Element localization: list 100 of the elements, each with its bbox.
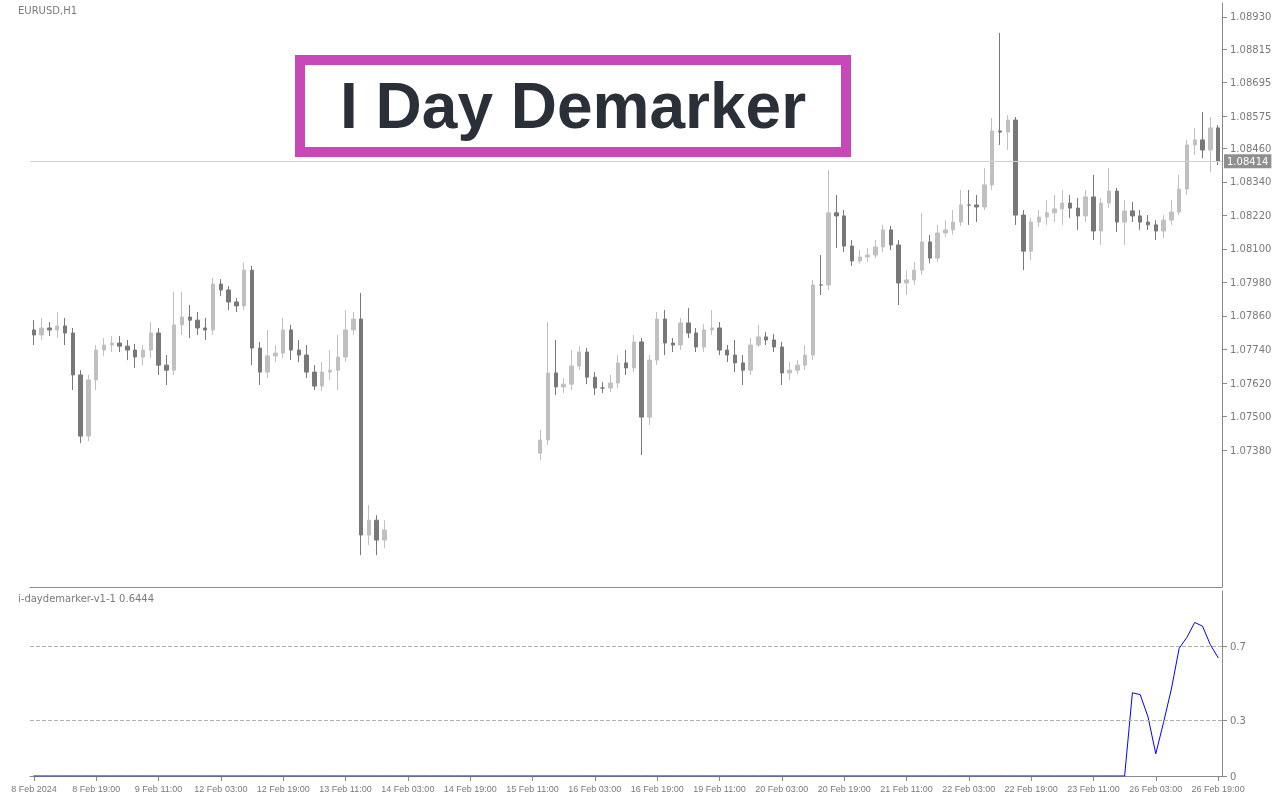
text: I Day Demarker xyxy=(340,70,807,142)
candlestick xyxy=(234,297,239,313)
x-tick-label: 8 Feb 19:00 xyxy=(72,783,121,794)
x-tick-label: 9 Feb 11:00 xyxy=(134,783,183,794)
x-tick-label: 20 Feb 19:00 xyxy=(817,783,871,794)
candlestick xyxy=(569,349,574,391)
y-tick-label: 0.3 xyxy=(1230,715,1246,726)
y-tick-label: 1.08695 xyxy=(1230,77,1272,89)
x-tick-label: 23 Feb 11:00 xyxy=(1067,783,1120,794)
x-tick-label: 22 Feb 19:00 xyxy=(1004,783,1058,794)
y-tick-label: 1.08575 xyxy=(1230,110,1272,122)
candlestick xyxy=(1161,214,1166,239)
candlestick xyxy=(367,504,371,546)
candlestick xyxy=(125,339,130,361)
candlestick xyxy=(273,344,278,363)
x-tick-label: 14 Feb 03:00 xyxy=(381,783,435,794)
candlestick xyxy=(32,319,36,346)
candlestick xyxy=(974,194,979,223)
candlestick xyxy=(328,349,332,381)
candlestick xyxy=(55,311,59,339)
y-tick-label: 0 xyxy=(1230,770,1237,782)
x-tick-label: 12 Feb 03:00 xyxy=(194,783,248,794)
candlestick xyxy=(889,225,893,251)
candlestick xyxy=(865,247,870,263)
y-tick-label: 1.08460 xyxy=(1230,142,1272,154)
candlestick xyxy=(374,514,379,556)
candlestick xyxy=(819,254,823,296)
candlestick xyxy=(1107,167,1111,209)
x-tick-label: 13 Feb 11:00 xyxy=(319,783,372,794)
candlestick xyxy=(678,317,683,351)
line-series xyxy=(33,621,1219,777)
candlestick xyxy=(826,169,831,291)
candlestick xyxy=(811,279,815,361)
candlestick xyxy=(959,189,963,227)
candlestick xyxy=(226,285,231,311)
candlestick xyxy=(632,334,636,373)
candlestick xyxy=(647,354,652,426)
x-tick-label: 12 Feb 19:00 xyxy=(256,783,310,794)
candlestick xyxy=(655,311,659,366)
candlestick xyxy=(577,345,581,371)
candlestick xyxy=(990,117,994,191)
candlestick xyxy=(195,311,200,336)
y-tick-label: 0.7 xyxy=(1230,641,1246,652)
annotation: EURUSD,H1 xyxy=(18,4,78,16)
candlestick xyxy=(834,194,839,249)
candlestick xyxy=(671,337,675,353)
candlestick xyxy=(1091,174,1096,241)
candlestick xyxy=(1154,219,1158,241)
candlestick xyxy=(1045,199,1049,226)
candlestick xyxy=(873,239,878,259)
x-tick-label: 20 Feb 03:00 xyxy=(755,783,809,794)
candlestick xyxy=(600,381,605,394)
candlestick xyxy=(710,309,714,336)
candlestick xyxy=(943,219,948,238)
candlestick xyxy=(608,374,613,393)
candlestick xyxy=(982,167,987,211)
candlestick xyxy=(265,329,270,379)
candlestick xyxy=(133,343,137,369)
candlestick xyxy=(756,324,761,348)
candlestick xyxy=(289,324,293,361)
candlestick xyxy=(242,262,246,311)
candlestick xyxy=(180,291,184,336)
candlestick xyxy=(896,239,901,306)
candlestick xyxy=(561,377,566,394)
candlestick xyxy=(1208,116,1213,173)
candlestick xyxy=(748,337,753,376)
candlestick xyxy=(616,354,620,389)
candlestick xyxy=(1146,214,1150,231)
candlestick xyxy=(156,327,161,376)
candlestick xyxy=(1216,124,1220,166)
candlestick xyxy=(803,344,807,371)
x-tick-label: 14 Feb 19:00 xyxy=(443,783,497,794)
candlestick xyxy=(702,323,706,353)
y-tick-label: 1.07980 xyxy=(1230,276,1272,288)
candlestick xyxy=(1068,194,1072,219)
candlestick xyxy=(842,209,846,253)
y-tick-label: 1.08815 xyxy=(1230,43,1272,55)
candlestick xyxy=(297,339,301,363)
candlestick xyxy=(63,317,67,346)
candlestick xyxy=(554,339,558,396)
x-tick-label: 22 Feb 03:00 xyxy=(942,783,996,794)
candlestick xyxy=(717,321,722,356)
candlestick xyxy=(912,261,916,286)
candlestick xyxy=(359,292,363,556)
candlestick xyxy=(1122,199,1127,246)
candlestick xyxy=(1169,199,1174,226)
candlestick xyxy=(733,339,737,373)
annotation: i-daydemarker-v1-1 0.6444 xyxy=(18,592,155,604)
ref-line-label: 1.08414 xyxy=(1227,155,1269,167)
candlestick xyxy=(86,374,91,442)
candlestick xyxy=(219,278,223,297)
y-tick-label: 1.08220 xyxy=(1230,209,1272,221)
candlestick xyxy=(1013,116,1018,226)
y-tick-label: 1.08340 xyxy=(1230,176,1272,188)
candlestick xyxy=(928,234,932,264)
candlestick xyxy=(1130,201,1135,223)
candlestick xyxy=(102,337,106,357)
candlestick xyxy=(304,344,309,379)
candlestick xyxy=(538,429,542,461)
candlestick xyxy=(94,344,98,391)
